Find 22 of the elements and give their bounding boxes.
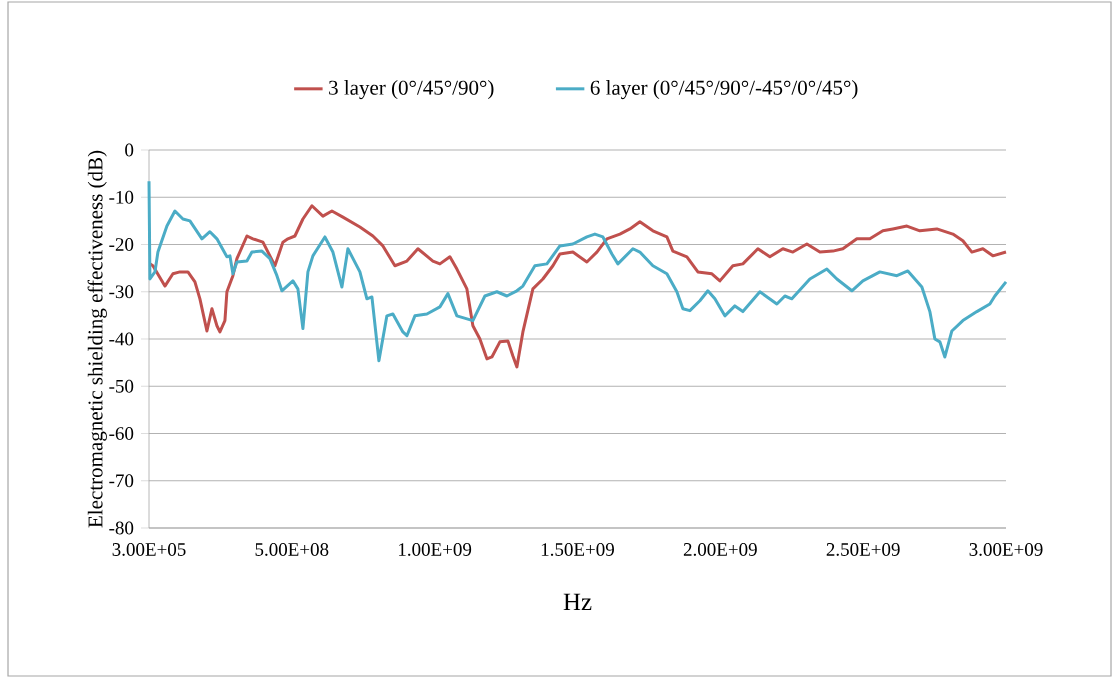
line-series [147, 179, 1008, 363]
y-tick-label: -40 [109, 332, 134, 346]
y-tick-label: 0 [125, 143, 134, 157]
x-tick-label: 3.00E+09 [969, 543, 1043, 556]
y-tick-label: -30 [109, 285, 134, 299]
y-tick-label: -10 [109, 190, 134, 204]
line-series [148, 204, 1008, 369]
x-tick-label: 1.50E+09 [541, 543, 614, 556]
y-axis-title: Electromagnetic shielding effectiveness (dB) [87, 150, 107, 528]
legend-label: 6 layer (0°/45°/90°/-45°/0°/45°) [590, 80, 858, 100]
legend-label: 3 layer (0°/45°/90°) [329, 80, 494, 100]
y-tick-label: -80 [109, 521, 134, 535]
y-tick-label: -70 [109, 474, 134, 488]
y-tick-label: -20 [109, 238, 134, 251]
y-tick-label: -50 [109, 379, 134, 393]
x-axis-title: Hz [563, 593, 592, 611]
x-tick-label: 2.50E+09 [826, 543, 900, 556]
x-tick-label: 1.00E+09 [398, 543, 472, 556]
x-tick-label: 3.00E+05 [112, 543, 186, 556]
x-tick-label: 5.00E+08 [255, 543, 329, 556]
y-tick-label: -60 [109, 427, 134, 440]
x-tick-label: 2.00E+09 [683, 543, 757, 556]
